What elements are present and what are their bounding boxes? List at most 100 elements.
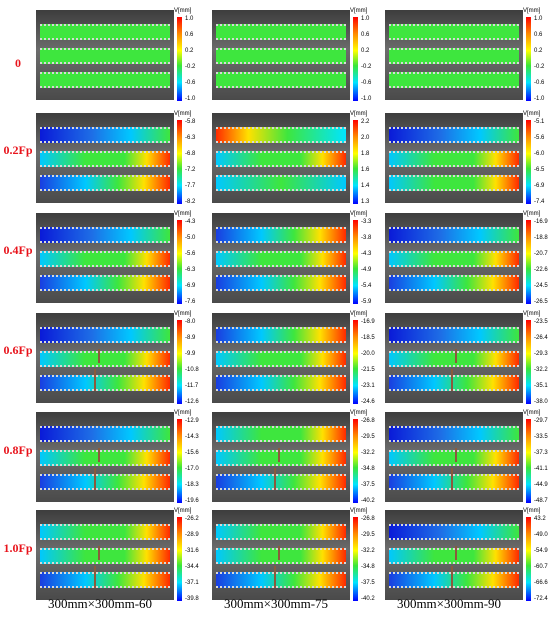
colorbar-tick: -0.6 xyxy=(534,80,545,86)
colorbar-tick: -6.3 xyxy=(185,267,196,273)
colorbar-unit: V[mm] xyxy=(350,111,368,117)
crack-mark xyxy=(94,468,96,490)
colorbar-tick: -3.8 xyxy=(361,235,372,241)
colorbar-tick: -5.4 xyxy=(361,283,372,289)
row-label: 0.8Fp xyxy=(3,443,33,457)
colorbar-tick: 1.0 xyxy=(534,16,543,22)
colorbar-unit: V[mm] xyxy=(174,211,192,217)
colorbar xyxy=(353,120,358,204)
beam-contour xyxy=(40,375,170,391)
colorbar-tick: 0.2 xyxy=(185,48,194,54)
colorbar-unit: V[mm] xyxy=(174,8,192,14)
colorbar-tick: -34.8 xyxy=(361,466,375,472)
colorbar-tick: -72.4 xyxy=(534,596,548,602)
colorbar-tick: -26.5 xyxy=(534,299,548,305)
beam-contour xyxy=(40,572,170,588)
specimen-photo xyxy=(212,510,350,600)
colorbar-tick: -32.2 xyxy=(534,367,548,373)
colorbar-tick: -26.4 xyxy=(534,335,548,341)
specimen-photo xyxy=(385,113,523,203)
colorbar-tick: -5.1 xyxy=(534,119,545,125)
colorbar-tick: 0.2 xyxy=(361,48,370,54)
colorbar-tick: 0.6 xyxy=(185,32,194,38)
column-label: 300mm×300mm-75 xyxy=(223,596,329,611)
colorbar-tick: -4.9 xyxy=(361,267,372,273)
colorbar xyxy=(177,17,182,101)
colorbar-tick: -26.8 xyxy=(361,418,375,424)
crack-mark xyxy=(455,448,457,462)
colorbar xyxy=(177,419,182,503)
beam-contour xyxy=(40,351,170,367)
colorbar-tick: -23.5 xyxy=(534,319,548,325)
colorbar-tick: -38.0 xyxy=(534,399,548,405)
colorbar-tick: -0.2 xyxy=(185,64,196,70)
beam-contour xyxy=(216,127,346,143)
colorbar-unit: V[mm] xyxy=(350,211,368,217)
colorbar-tick: -23.1 xyxy=(361,383,375,389)
beam-contour xyxy=(216,151,346,167)
colorbar xyxy=(353,17,358,101)
colorbar-tick: -1.0 xyxy=(185,96,196,102)
colorbar-tick: -37.1 xyxy=(185,580,199,586)
beam-contour xyxy=(389,275,519,291)
colorbar-tick: -6.9 xyxy=(534,183,545,189)
colorbar-tick: -48.7 xyxy=(534,498,548,504)
colorbar-tick: -34.8 xyxy=(361,564,375,570)
beam-contour xyxy=(389,572,519,588)
colorbar-tick: 1.4 xyxy=(361,183,370,189)
specimen-photo xyxy=(212,412,350,502)
beam-contour xyxy=(389,524,519,540)
colorbar xyxy=(353,419,358,503)
colorbar-tick: -0.2 xyxy=(534,64,545,70)
colorbar-tick: -41.1 xyxy=(534,466,548,472)
colorbar-tick: -1.0 xyxy=(361,96,372,102)
colorbar-tick: 0.2 xyxy=(534,48,543,54)
colorbar-tick: -0.6 xyxy=(361,80,372,86)
beam-contour xyxy=(389,24,519,40)
beam-contour xyxy=(389,251,519,267)
colorbar-tick: -8.9 xyxy=(185,335,196,341)
beam-contour xyxy=(40,175,170,191)
beam-contour xyxy=(389,351,519,367)
colorbar-unit: V[mm] xyxy=(350,410,368,416)
colorbar-tick: -18.5 xyxy=(361,335,375,341)
beam-contour xyxy=(40,72,170,88)
colorbar-tick: -49.0 xyxy=(534,532,548,538)
colorbar-tick: -21.5 xyxy=(361,367,375,373)
beam-contour xyxy=(40,127,170,143)
colorbar-unit: V[mm] xyxy=(350,311,368,317)
colorbar-tick: -0.6 xyxy=(185,80,196,86)
colorbar xyxy=(177,517,182,601)
colorbar-tick: -24.6 xyxy=(361,399,375,405)
colorbar-tick: 1.0 xyxy=(361,16,370,22)
colorbar-tick: -24.5 xyxy=(534,283,548,289)
column-label: 300mm×300mm-90 xyxy=(396,596,502,611)
beam-contour xyxy=(216,48,346,64)
colorbar-unit: V[mm] xyxy=(523,311,541,317)
colorbar xyxy=(177,220,182,304)
colorbar-tick: -29.3 xyxy=(534,351,548,357)
beam-contour xyxy=(40,327,170,343)
colorbar-tick: -18.8 xyxy=(534,235,548,241)
colorbar-tick: -5.6 xyxy=(185,251,196,257)
specimen-photo xyxy=(385,510,523,600)
beam-contour xyxy=(40,151,170,167)
colorbar-tick: -39.8 xyxy=(185,596,199,602)
colorbar-tick: -44.9 xyxy=(534,482,548,488)
colorbar-tick: -28.9 xyxy=(185,532,199,538)
row-label: 0.4Fp xyxy=(3,243,33,257)
crack-mark xyxy=(98,349,100,363)
colorbar-tick: -6.3 xyxy=(185,135,196,141)
crack-mark xyxy=(98,448,100,462)
beam-contour xyxy=(40,251,170,267)
crack-mark xyxy=(451,468,453,490)
colorbar-unit: V[mm] xyxy=(350,8,368,14)
colorbar-tick: -29.5 xyxy=(361,532,375,538)
colorbar xyxy=(353,320,358,404)
beam-contour xyxy=(389,375,519,391)
beam-contour xyxy=(40,426,170,442)
crack-mark xyxy=(274,468,276,490)
specimen-photo xyxy=(212,10,350,100)
colorbar-tick: -15.6 xyxy=(185,450,199,456)
beam-contour xyxy=(40,24,170,40)
